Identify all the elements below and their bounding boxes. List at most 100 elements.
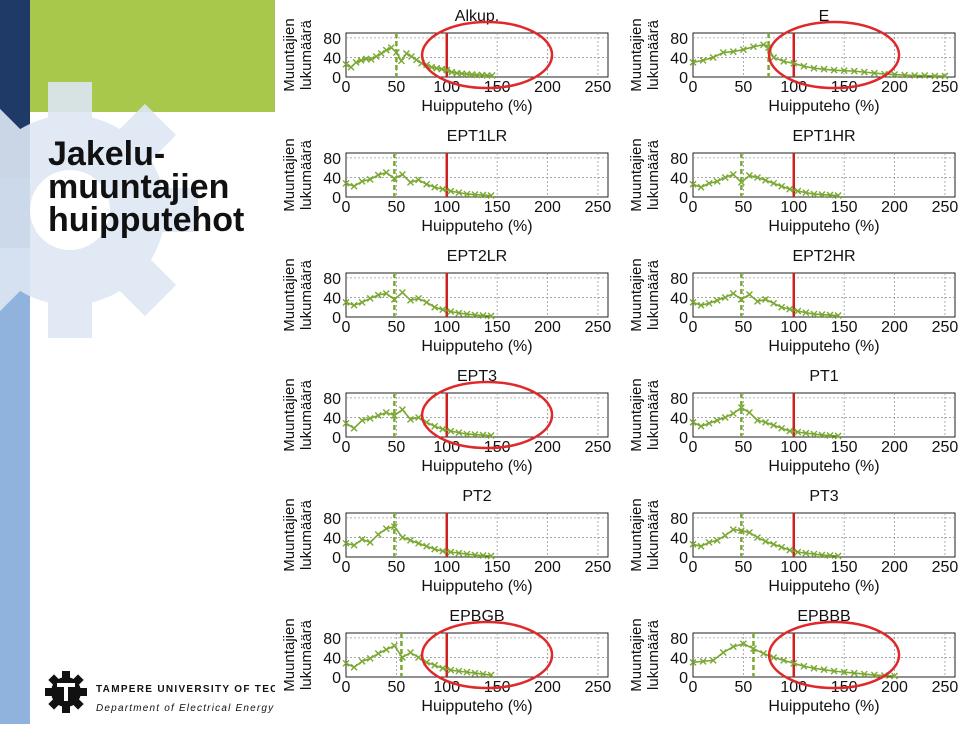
y-tick-label: 40 (323, 50, 341, 67)
data-point (463, 550, 471, 558)
data-point (406, 415, 414, 423)
x-tick-label: 100 (780, 559, 807, 576)
x-axis-label: Huipputeho (%) (421, 338, 532, 355)
plot-frame (345, 392, 609, 438)
x-axis-label: Huipputeho (%) (768, 578, 879, 595)
data-point (753, 297, 761, 305)
data-point (471, 431, 479, 439)
data-point (463, 430, 471, 438)
data-point (834, 552, 842, 560)
data-point (350, 541, 358, 549)
data-point (870, 69, 878, 77)
x-tick-label: 0 (342, 199, 351, 216)
data-point (415, 413, 423, 421)
data-point (455, 309, 463, 317)
data-point (431, 545, 439, 553)
data-point (382, 525, 390, 533)
data-point (431, 303, 439, 311)
y-tick-label: 0 (679, 310, 688, 327)
y-tick-label: 40 (323, 170, 341, 187)
data-point (850, 67, 858, 75)
data-point (810, 64, 818, 72)
data-point (447, 187, 455, 195)
data-point (820, 65, 828, 73)
y-tick-label: 80 (670, 631, 688, 648)
data-point (350, 663, 358, 671)
y-tick-label: 0 (332, 430, 341, 447)
data-point (398, 406, 406, 414)
data-point (891, 672, 899, 680)
data-point (745, 409, 753, 417)
x-tick-label: 50 (387, 79, 405, 96)
x-tick-label: 200 (881, 319, 908, 336)
data-point (737, 404, 745, 412)
y-tick-label: 40 (323, 290, 341, 307)
x-axis-label: Huipputeho (%) (768, 458, 879, 475)
data-point (390, 642, 398, 650)
data-point (753, 416, 761, 424)
x-tick-label: 200 (534, 79, 561, 96)
data-point (463, 310, 471, 318)
data-point (366, 538, 374, 546)
chart-title: PT3 (809, 488, 838, 505)
plot-frame (692, 32, 956, 78)
data-point (415, 653, 423, 661)
plot-frame (345, 632, 609, 678)
data-point (778, 543, 786, 551)
data-point (699, 657, 707, 665)
data-point (487, 192, 495, 200)
x-tick-label: 50 (734, 79, 752, 96)
x-tick-label: 50 (387, 439, 405, 456)
plot-frame (345, 32, 609, 78)
y-tick-label: 0 (332, 190, 341, 207)
data-point (392, 49, 400, 57)
data-point (770, 299, 778, 307)
data-point (398, 533, 406, 541)
x-tick-label: 200 (881, 439, 908, 456)
data-point (402, 50, 410, 58)
left-decoration (0, 0, 275, 724)
data-point (840, 67, 848, 75)
data-point (810, 310, 818, 318)
data-point (447, 427, 455, 435)
data-point (790, 59, 798, 67)
data-point (471, 191, 479, 199)
x-tick-label: 200 (881, 199, 908, 216)
x-tick-label: 100 (780, 319, 807, 336)
y-tick-label: 40 (670, 650, 688, 667)
data-point (749, 43, 757, 51)
data-point (802, 189, 810, 197)
y-tick-label: 0 (679, 670, 688, 687)
slide-title: Jakelu- muuntajien huipputehot (48, 137, 244, 237)
data-point (770, 179, 778, 187)
y-tick-label: 0 (332, 670, 341, 687)
data-point (834, 432, 842, 440)
data-point (366, 294, 374, 302)
data-point (818, 551, 826, 559)
data-point (382, 46, 390, 54)
y-tick-label: 80 (670, 271, 688, 288)
plot-frame (345, 152, 609, 198)
chart-title: EPT1HR (792, 128, 855, 145)
y-tick-label: 0 (332, 310, 341, 327)
data-point (689, 540, 697, 548)
y-tick-label: 40 (670, 50, 688, 67)
x-axis-label: Huipputeho (%) (421, 698, 532, 715)
data-point (729, 410, 737, 418)
data-point (830, 667, 838, 675)
data-point (342, 60, 350, 68)
highlight-ellipse (420, 380, 554, 450)
x-tick-label: 150 (484, 199, 511, 216)
data-point (705, 419, 713, 427)
y-axis-label: Muuntajienlukumäärä (628, 18, 662, 91)
data-point (737, 178, 745, 186)
x-tick-label: 250 (585, 679, 612, 696)
data-point (760, 41, 768, 49)
data-point (697, 301, 705, 309)
data-point (713, 416, 721, 424)
x-axis-label: Huipputeho (%) (768, 98, 879, 115)
data-point (891, 71, 899, 79)
y-tick-label: 40 (670, 410, 688, 427)
